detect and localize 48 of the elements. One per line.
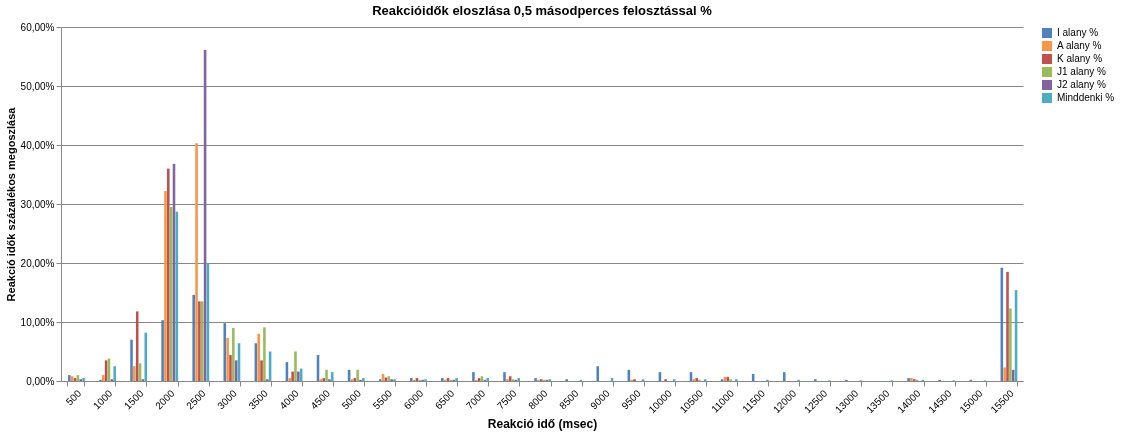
chart-title: Reakcióidők eloszlása 0,5 másodperces felosztással % <box>372 3 713 18</box>
y-axis-title: Reakció idők százalékos megoszlása <box>4 106 17 302</box>
bar <box>325 369 328 381</box>
bar <box>161 320 164 381</box>
bar <box>229 355 232 381</box>
bar <box>288 378 292 381</box>
bar <box>144 332 148 381</box>
bar <box>257 333 260 381</box>
bar <box>232 327 235 381</box>
bar <box>330 372 334 381</box>
bar <box>503 372 506 381</box>
legend-label: I alany % <box>1057 27 1099 38</box>
bar <box>260 360 263 381</box>
bar <box>167 168 170 381</box>
legend-label: Minddenki % <box>1057 92 1115 103</box>
bar <box>1011 369 1015 381</box>
bar <box>113 366 116 381</box>
y-tick-label: 0,00% <box>26 375 55 387</box>
bar <box>133 366 136 381</box>
legend-label: K alany % <box>1057 53 1103 64</box>
y-tick-label: 60,00% <box>20 21 55 33</box>
legend-label: J1 alany % <box>1057 66 1107 77</box>
x-tick-label: 500 <box>63 387 84 408</box>
bar <box>164 191 167 381</box>
bar <box>472 372 475 381</box>
x-axis-title: Reakció idő (msec) <box>487 417 598 432</box>
legend-label: J2 alany % <box>1057 79 1107 90</box>
bar <box>356 369 359 381</box>
bar <box>226 337 229 381</box>
bar <box>1006 271 1009 381</box>
y-tick-label: 20,00% <box>20 257 55 269</box>
legend-label: A alany % <box>1057 40 1102 51</box>
bar <box>130 339 133 381</box>
bar <box>294 351 297 381</box>
bar <box>102 375 105 381</box>
bar <box>192 294 195 381</box>
y-tick-label: 50,00% <box>20 80 55 92</box>
y-tick-label: 10,00% <box>20 316 55 328</box>
y-tick-label: 30,00% <box>20 198 55 210</box>
bar <box>1009 308 1012 381</box>
y-tick-label: 40,00% <box>20 139 55 151</box>
bar <box>291 371 294 381</box>
bar <box>1003 367 1006 381</box>
bar <box>782 372 786 381</box>
bar <box>195 143 198 381</box>
bar <box>263 327 266 381</box>
bar <box>223 323 227 381</box>
bar <box>596 366 600 381</box>
